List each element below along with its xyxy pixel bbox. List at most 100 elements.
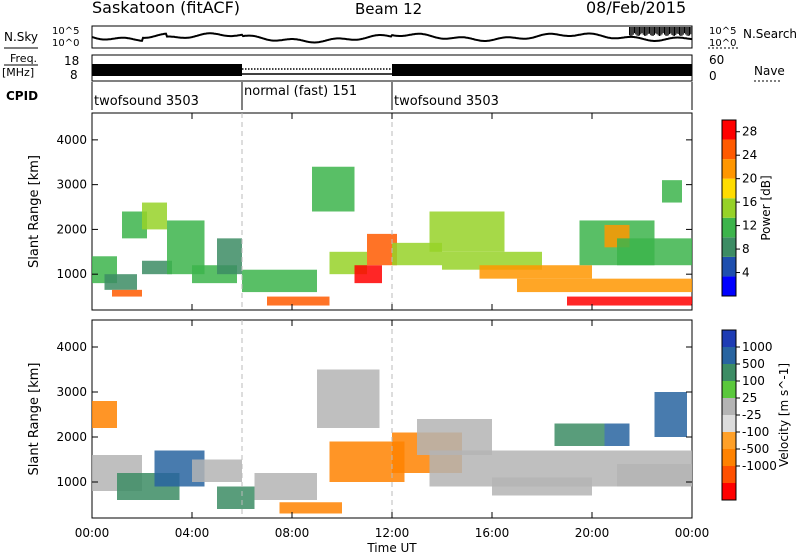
velocity-echo-region — [604, 423, 630, 446]
freq-unit-label: [MHz] — [2, 66, 35, 79]
velocity-y-axis-label: Slant Range [km] — [27, 363, 42, 476]
velocity-colorbar-swatch — [722, 415, 736, 432]
x-tick-label: 12:00 — [375, 526, 410, 540]
power-echo-region — [217, 238, 242, 275]
velocity-colorbar-swatch — [722, 364, 736, 381]
power-echo-region — [567, 296, 692, 306]
power-echo-region — [267, 296, 330, 306]
cpid-label: CPID — [6, 89, 39, 103]
power-colorbar-tick-label: 12 — [742, 219, 757, 233]
velocity-echo-region — [617, 464, 692, 487]
power-colorbar-tick-label: 28 — [742, 125, 757, 139]
power-colorbar-swatch — [722, 178, 736, 199]
power-colorbar-tick-label: 8 — [742, 242, 750, 256]
power-y-tick-label: 3000 — [56, 178, 87, 192]
cpid-segment-2: normal (fast) 151 — [244, 84, 358, 99]
velocity-colorbar-tick-label: 500 — [742, 357, 765, 371]
power-echo-region — [617, 238, 692, 266]
power-echo-region — [429, 211, 505, 252]
power-colorbar-swatch — [722, 198, 736, 218]
velocity-echo-region — [554, 423, 605, 446]
nsky-label: N.Sky — [4, 30, 39, 44]
x-tick-label: 16:00 — [475, 526, 510, 540]
velocity-colorbar-swatch — [722, 483, 736, 500]
velocity-echo-region — [317, 369, 380, 428]
date-title: 08/Feb/2015 — [586, 0, 687, 17]
nsearch-tick-high: 10^5 — [709, 26, 737, 37]
x-tick-label: 08:00 — [275, 526, 310, 540]
power-echo-region — [112, 289, 142, 297]
station-title: Saskatoon (fitACF) — [92, 0, 241, 17]
velocity-echo-region — [192, 459, 242, 482]
power-echo-region — [312, 166, 355, 212]
freq-block-2 — [392, 64, 692, 76]
power-colorbar-tick-label: 4 — [742, 266, 750, 280]
velocity-colorbar-tick-label: 25 — [742, 391, 757, 405]
power-echo-region — [517, 278, 692, 293]
power-colorbar-swatch — [722, 276, 736, 296]
velocity-colorbar-swatch — [722, 398, 736, 415]
x-tick-label: 00:00 — [675, 526, 710, 540]
velocity-echo-region — [654, 392, 687, 437]
power-colorbar-tick-label: 20 — [742, 172, 757, 186]
x-tick-label: 04:00 — [175, 526, 210, 540]
x-axis-label: Time UT — [366, 541, 417, 554]
velocity-colorbar-swatch — [722, 381, 736, 398]
freq-tick-high: 18 — [64, 54, 80, 68]
power-colorbar-label: Power [dB] — [759, 175, 773, 240]
velocity-echo-region — [254, 473, 317, 500]
power-y-tick-label: 4000 — [56, 133, 87, 147]
velocity-y-tick-label: 4000 — [56, 340, 87, 354]
power-colorbar-tick-label: 16 — [742, 195, 757, 209]
velocity-y-tick-label: 3000 — [56, 385, 87, 399]
velocity-colorbar-tick-label: -100 — [742, 425, 769, 439]
velocity-colorbar-tick-label: -500 — [742, 442, 769, 456]
velocity-y-tick-label: 2000 — [56, 430, 87, 444]
power-colorbar-swatch — [722, 217, 736, 238]
freq-tick-low: 8 — [70, 68, 78, 82]
velocity-colorbar-swatch — [722, 330, 736, 347]
power-colorbar-tick-label: 24 — [742, 148, 757, 162]
velocity-colorbar-swatch — [722, 466, 736, 483]
velocity-colorbar-tick-label: 1000 — [742, 340, 773, 354]
nave-label: Nave — [754, 64, 785, 78]
nsearch-label: N.Search — [743, 27, 798, 41]
velocity-y-tick-label: 1000 — [56, 475, 87, 489]
beam-title: Beam 12 — [355, 0, 423, 18]
velocity-echo-region — [417, 419, 492, 455]
power-y-axis-label: Slant Range [km] — [27, 155, 42, 268]
nsky-tick-low: 10^0 — [52, 38, 80, 49]
velocity-colorbar-tick-label: 100 — [742, 374, 765, 388]
velocity-colorbar-swatch — [722, 449, 736, 466]
velocity-echo-region — [279, 502, 342, 514]
nave-tick-low: 0 — [709, 69, 717, 83]
x-tick-label: 20:00 — [575, 526, 610, 540]
power-colorbar-frame — [721, 119, 737, 297]
freq-block-1 — [92, 64, 242, 76]
power-echo-region — [354, 265, 382, 284]
velocity-colorbar-tick-label: -25 — [742, 408, 762, 422]
power-colorbar-swatch — [722, 139, 736, 160]
power-y-tick-label: 1000 — [56, 267, 87, 281]
power-colorbar-swatch — [722, 159, 736, 179]
velocity-echo-region — [492, 477, 592, 496]
nsky-line — [91, 32, 693, 44]
nsky-tick-high: 10^5 — [52, 26, 80, 37]
velocity-colorbar-tick-label: -1000 — [742, 459, 777, 473]
x-tick-label: 00:00 — [75, 526, 110, 540]
velocity-colorbar-swatch — [722, 432, 736, 449]
power-echo-region — [142, 202, 167, 230]
power-echo-region — [104, 274, 137, 290]
velocity-colorbar-label: Velocity [m s^-1] — [777, 363, 791, 467]
velocity-echo-region — [217, 486, 255, 509]
cpid-segment-3: twofsound 3503 — [394, 94, 499, 109]
velocity-colorbar-swatch — [722, 347, 736, 364]
power-echo-region — [662, 180, 682, 203]
power-echo-region — [479, 265, 592, 279]
nsearch-tick-low: 10^0 — [709, 38, 737, 49]
power-colorbar-swatch — [722, 120, 736, 140]
power-echo-region — [142, 260, 172, 275]
power-echo-region — [242, 269, 317, 293]
power-y-tick-label: 2000 — [56, 222, 87, 236]
